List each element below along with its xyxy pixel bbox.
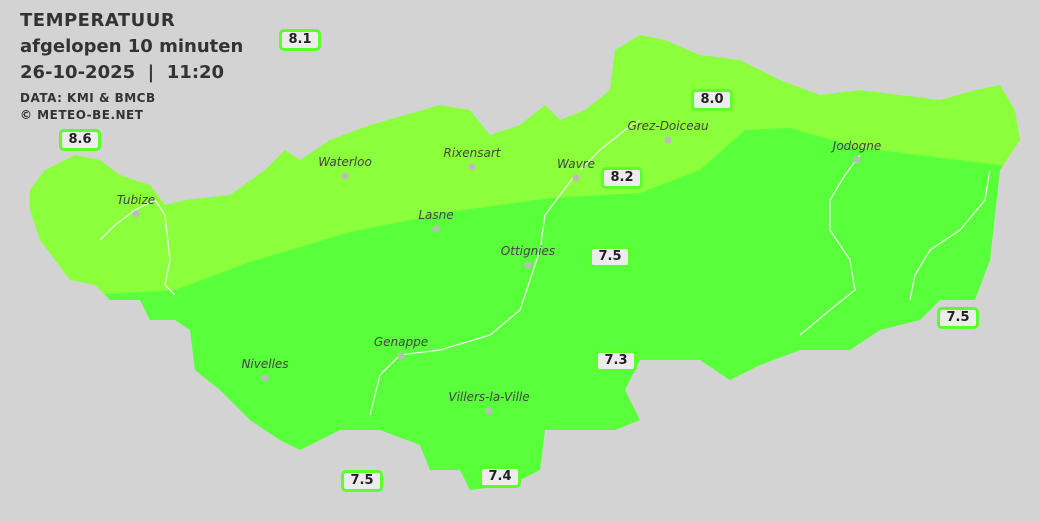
city-label: Rixensart	[443, 146, 501, 160]
city-label: Grez-Doiceau	[627, 119, 709, 133]
map-header: TEMPERATUUR afgelopen 10 minuten 26-10-2…	[20, 8, 243, 124]
city-marker	[261, 374, 269, 382]
city-marker	[397, 352, 405, 360]
city-label: Waterloo	[318, 155, 372, 169]
map-datetime: 26-10-2025 | 11:20	[20, 62, 225, 83]
city-marker	[572, 174, 580, 182]
map-title: TEMPERATUUR	[20, 10, 176, 31]
map-subtitle: afgelopen 10 minuten	[20, 36, 244, 57]
city-label: Lasne	[418, 208, 454, 222]
city-marker	[853, 156, 861, 164]
city-marker	[132, 210, 140, 218]
city-marker	[664, 136, 672, 144]
temperature-label[interactable]: 7.4	[479, 466, 521, 488]
temperature-label[interactable]: 8.6	[59, 129, 101, 151]
city-marker	[524, 261, 532, 269]
city-label: Wavre	[557, 157, 595, 171]
city-label: Villers-la-Ville	[448, 390, 530, 404]
data-source: DATA: KMI & BMCB	[20, 91, 156, 105]
temperature-label[interactable]: 7.5	[937, 307, 979, 329]
city-label: Ottignies	[500, 244, 556, 258]
city-marker	[485, 407, 493, 415]
temperature-label[interactable]: 7.5	[589, 246, 631, 268]
copyright: © METEO-BE.NET	[20, 108, 144, 122]
city-label: Jodogne	[832, 139, 882, 153]
river	[909, 169, 991, 301]
city-marker	[341, 172, 349, 180]
river	[99, 199, 176, 296]
river	[369, 174, 576, 416]
river	[799, 154, 861, 336]
city-marker	[432, 225, 440, 233]
temperature-label[interactable]: 8.1	[279, 29, 321, 51]
river	[579, 119, 641, 171]
temperature-label[interactable]: 7.3	[595, 350, 637, 372]
city-label: Genappe	[373, 335, 429, 349]
temperature-label[interactable]: 7.5	[341, 470, 383, 492]
temperature-label[interactable]: 8.0	[691, 89, 733, 111]
rivers	[99, 119, 991, 416]
city-label: Tubize	[116, 193, 156, 207]
temperature-label[interactable]: 8.2	[601, 167, 643, 189]
city-marker	[468, 163, 476, 171]
city-label: Nivelles	[241, 357, 289, 371]
